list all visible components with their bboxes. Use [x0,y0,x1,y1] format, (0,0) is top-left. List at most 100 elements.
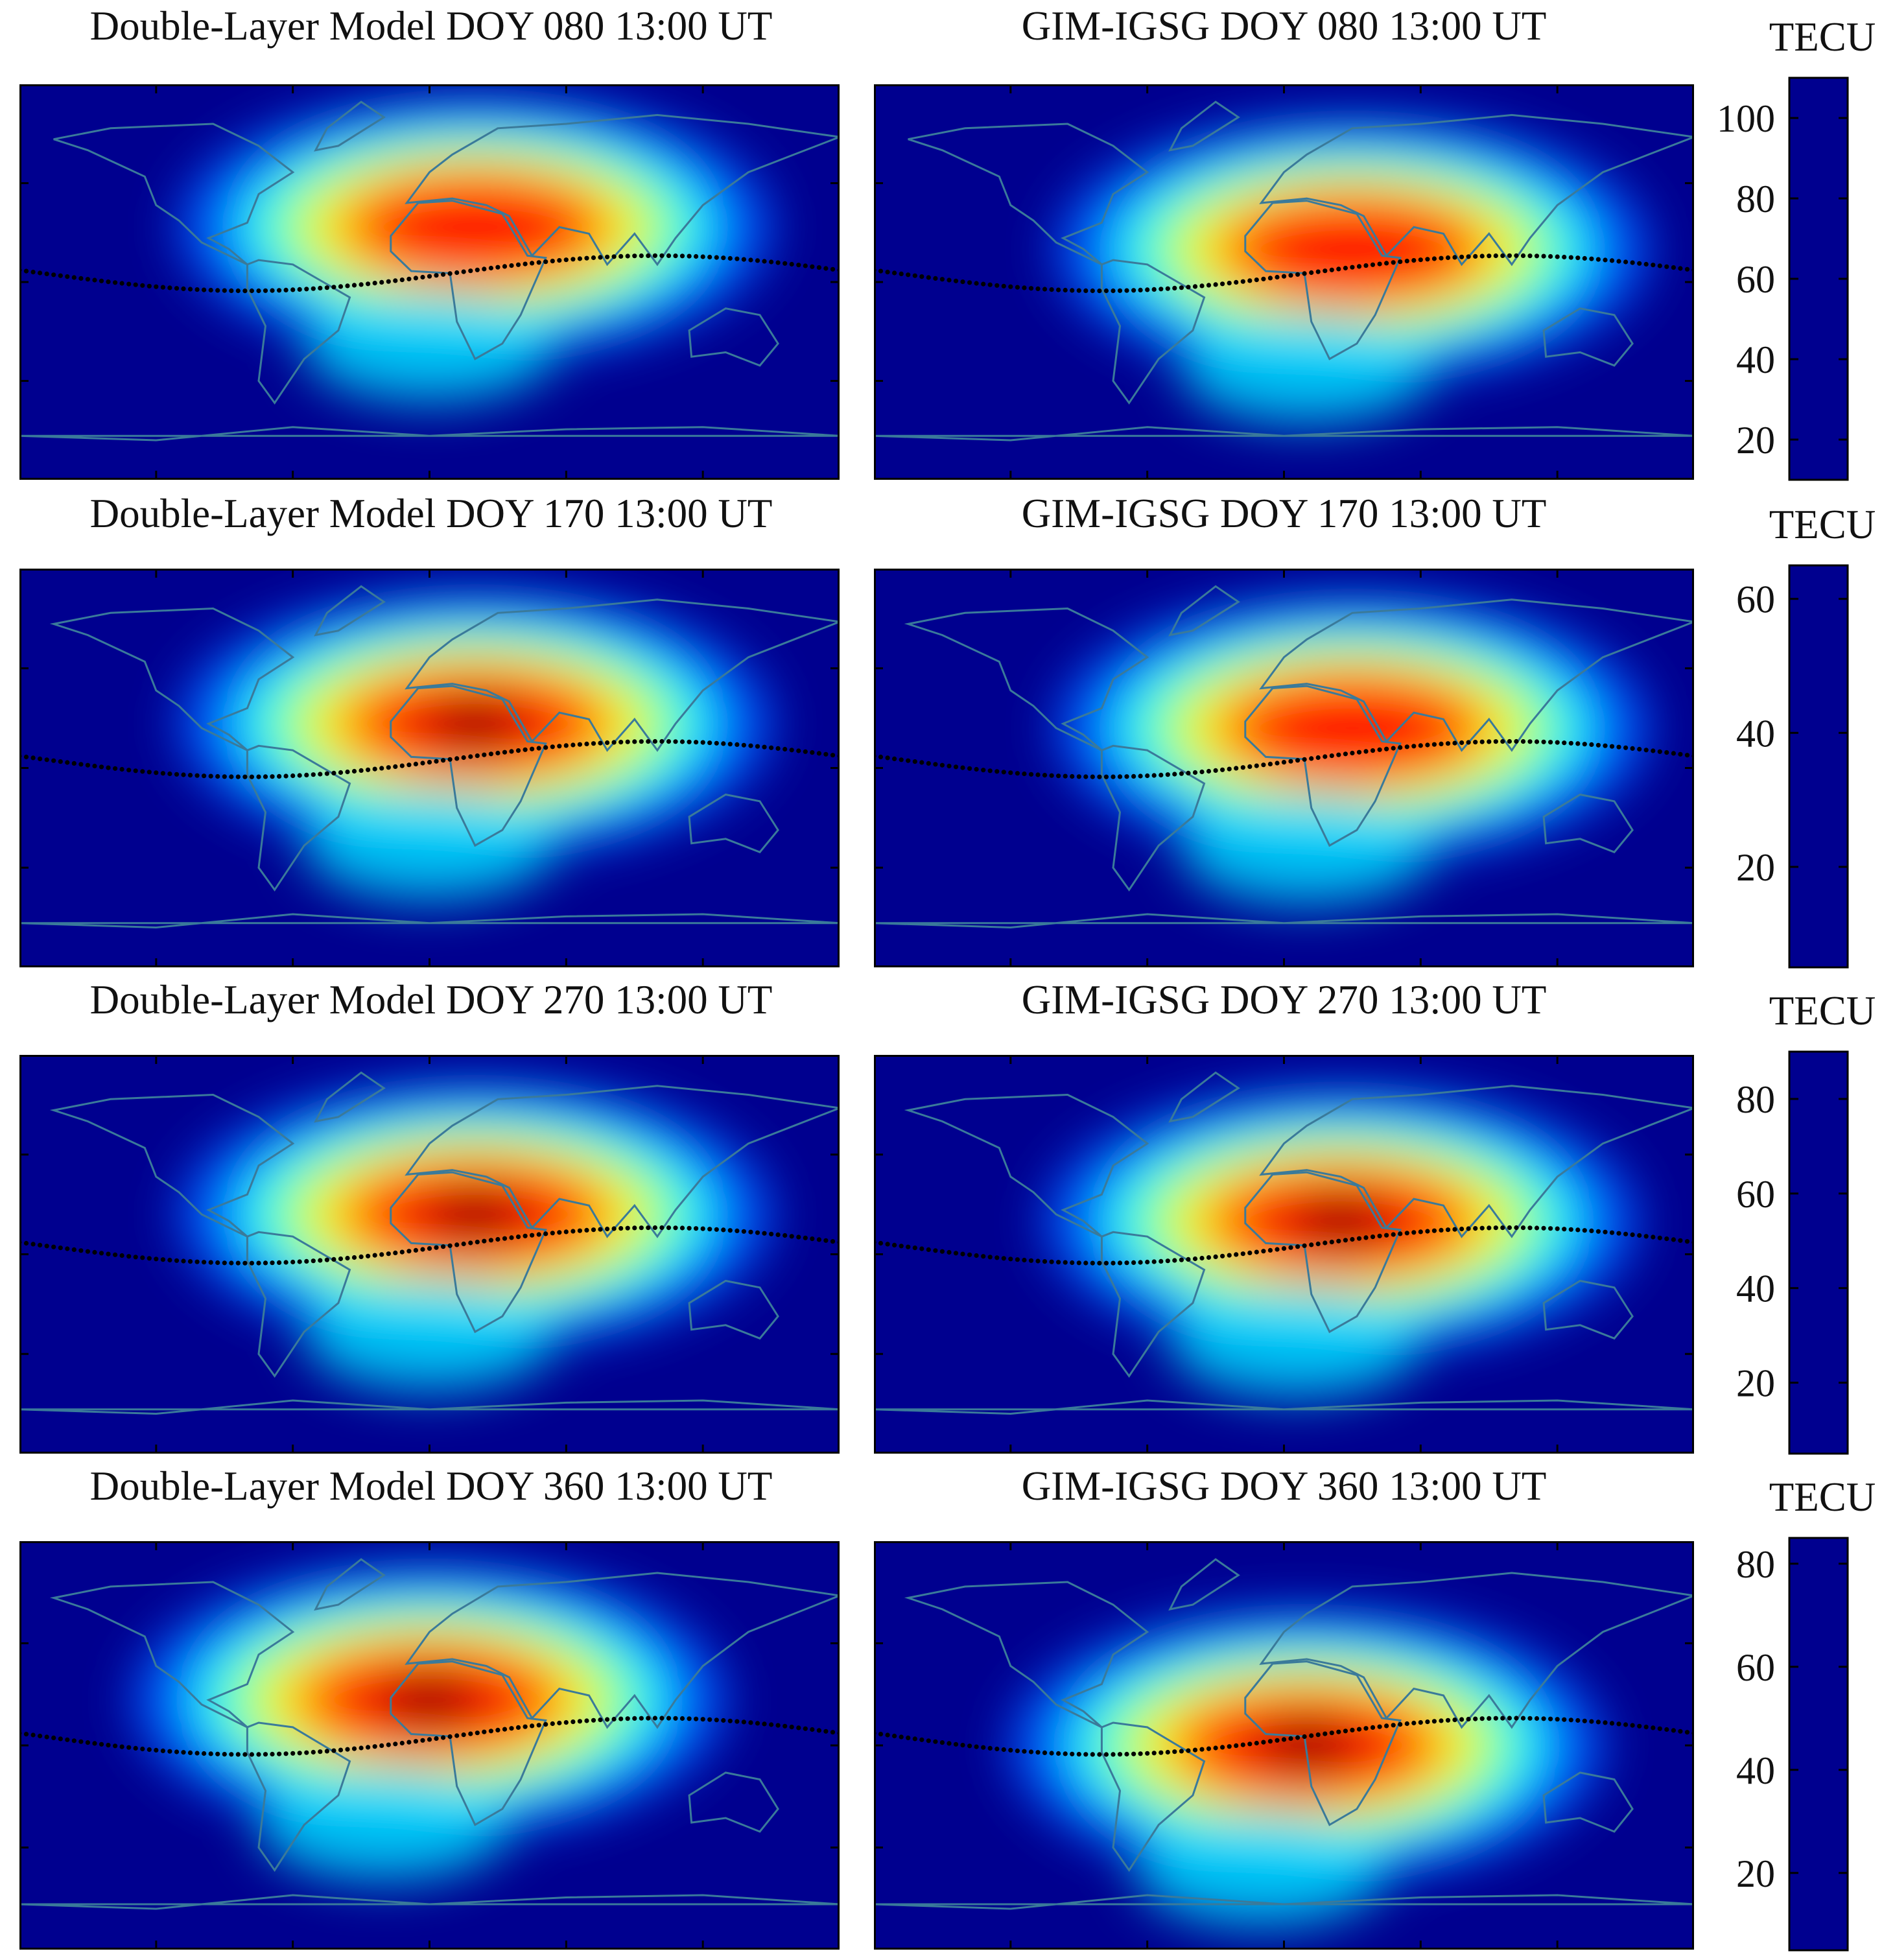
terminator-dot [1309,1242,1314,1247]
terminator-dot [1192,1256,1198,1262]
terminator-dot [1384,746,1389,751]
terminator-dot [775,260,781,265]
terminator-dot [1548,254,1553,259]
terminator-dot [673,1716,678,1721]
terminator-dot [1254,277,1259,283]
terminator-dot [1186,770,1191,775]
terminator-dot [331,1257,336,1262]
terminator-dot [1664,750,1669,755]
terminator-dot [304,772,309,777]
terminator-dot [1008,284,1013,289]
terminator-dot [906,1244,911,1249]
frame-ticks [19,1055,840,1454]
terminator-dot [160,771,165,776]
terminator-dot [830,1239,836,1244]
terminator-dot [1534,1225,1540,1231]
terminator-dot [229,288,234,293]
terminator-dot [810,750,815,755]
terminator-dot [659,738,665,744]
terminator-dot [420,274,425,280]
terminator-dot [133,768,138,773]
terminator-dot [215,288,220,293]
terminator-dot [468,1731,473,1736]
terminator-dot [1651,1725,1656,1730]
terminator-dot [242,1752,248,1757]
terminator-dot [1623,745,1629,750]
terminator-dot [140,1746,145,1752]
terminator-dot [1589,1719,1594,1724]
terminator-dot [147,1256,152,1261]
terminator-dot [1589,742,1594,747]
terminator-dot [1507,1225,1512,1231]
terminator-dot [359,282,364,287]
terminator-dot [1076,1260,1081,1266]
terminator-dot [242,774,248,779]
terminator-dot [679,254,685,259]
terminator-dot [92,1249,97,1255]
panel-title: GIM-IGSG DOY 080 13:00 UT [1021,3,1547,49]
terminator-dot [1117,1752,1123,1757]
terminator-dot [1199,1255,1205,1261]
terminator-dot [1555,254,1560,259]
terminator-dot [810,264,815,269]
terminator-dot [625,254,630,259]
terminator-dot [1323,268,1328,274]
terminator-dot [1520,253,1526,258]
terminator-dot [154,770,159,775]
terminator-dot [1418,257,1423,263]
terminator-dot [1213,282,1218,287]
terminator-dot [1678,751,1683,757]
terminator-dot [652,253,658,258]
terminator-dot [331,1748,336,1753]
terminator-dot [515,748,521,753]
terminator-dot [1520,1225,1526,1231]
terminator-dot [933,1739,938,1744]
terminator-dot [981,1745,986,1750]
terminator-dot [399,1740,405,1746]
terminator-dot [1008,1257,1013,1262]
terminator-dot [277,1260,282,1265]
terminator-dot [406,1249,412,1254]
terminator-dot [338,1256,344,1262]
colorbar-tick-label: 20 [1736,846,1775,889]
terminator-dot [1199,1747,1205,1752]
terminator-dot [550,1721,555,1727]
colorbar-tick-label: 60 [1736,258,1775,301]
terminator-dot [515,1234,521,1240]
colorbar-tick-label: 40 [1736,712,1775,755]
terminator-dot [591,1718,596,1723]
terminator-dot [99,278,104,283]
terminator-line [874,1716,1694,1757]
terminator-dot [1001,1747,1006,1753]
terminator-dot [803,1235,808,1240]
terminator-dot [187,1750,193,1755]
terminator-dot [1370,748,1376,753]
terminator-dot [1520,1716,1526,1721]
terminator-dot [1630,1232,1635,1237]
terminator-line [874,1225,1694,1266]
terminator-dot [1213,1745,1218,1751]
terminator-dot [687,1225,692,1231]
coastline [1168,1558,1240,1611]
terminator-dot [366,1253,371,1258]
terminator-dot [147,283,152,289]
terminator-dot [1541,1225,1546,1231]
coastline [19,913,840,929]
terminator-dot [974,1744,979,1749]
colorbar-doy-170: TECU 20 40 60 [1736,502,1876,969]
terminator-dot [605,740,610,746]
tec-contour [425,1192,526,1237]
terminator-dot [1329,753,1334,759]
terminator-dot [803,749,808,754]
terminator-dot [1172,285,1177,290]
terminator-dot [1117,288,1123,293]
terminator-dot [1651,748,1656,753]
terminator-dot [783,1723,788,1729]
terminator-dot [194,287,200,292]
terminator-dot [694,1226,699,1231]
coastline [314,1071,386,1123]
terminator-dot [892,756,897,761]
terminator-dot [762,744,767,750]
terminator-dot [523,747,528,752]
coastlines [874,585,1694,929]
